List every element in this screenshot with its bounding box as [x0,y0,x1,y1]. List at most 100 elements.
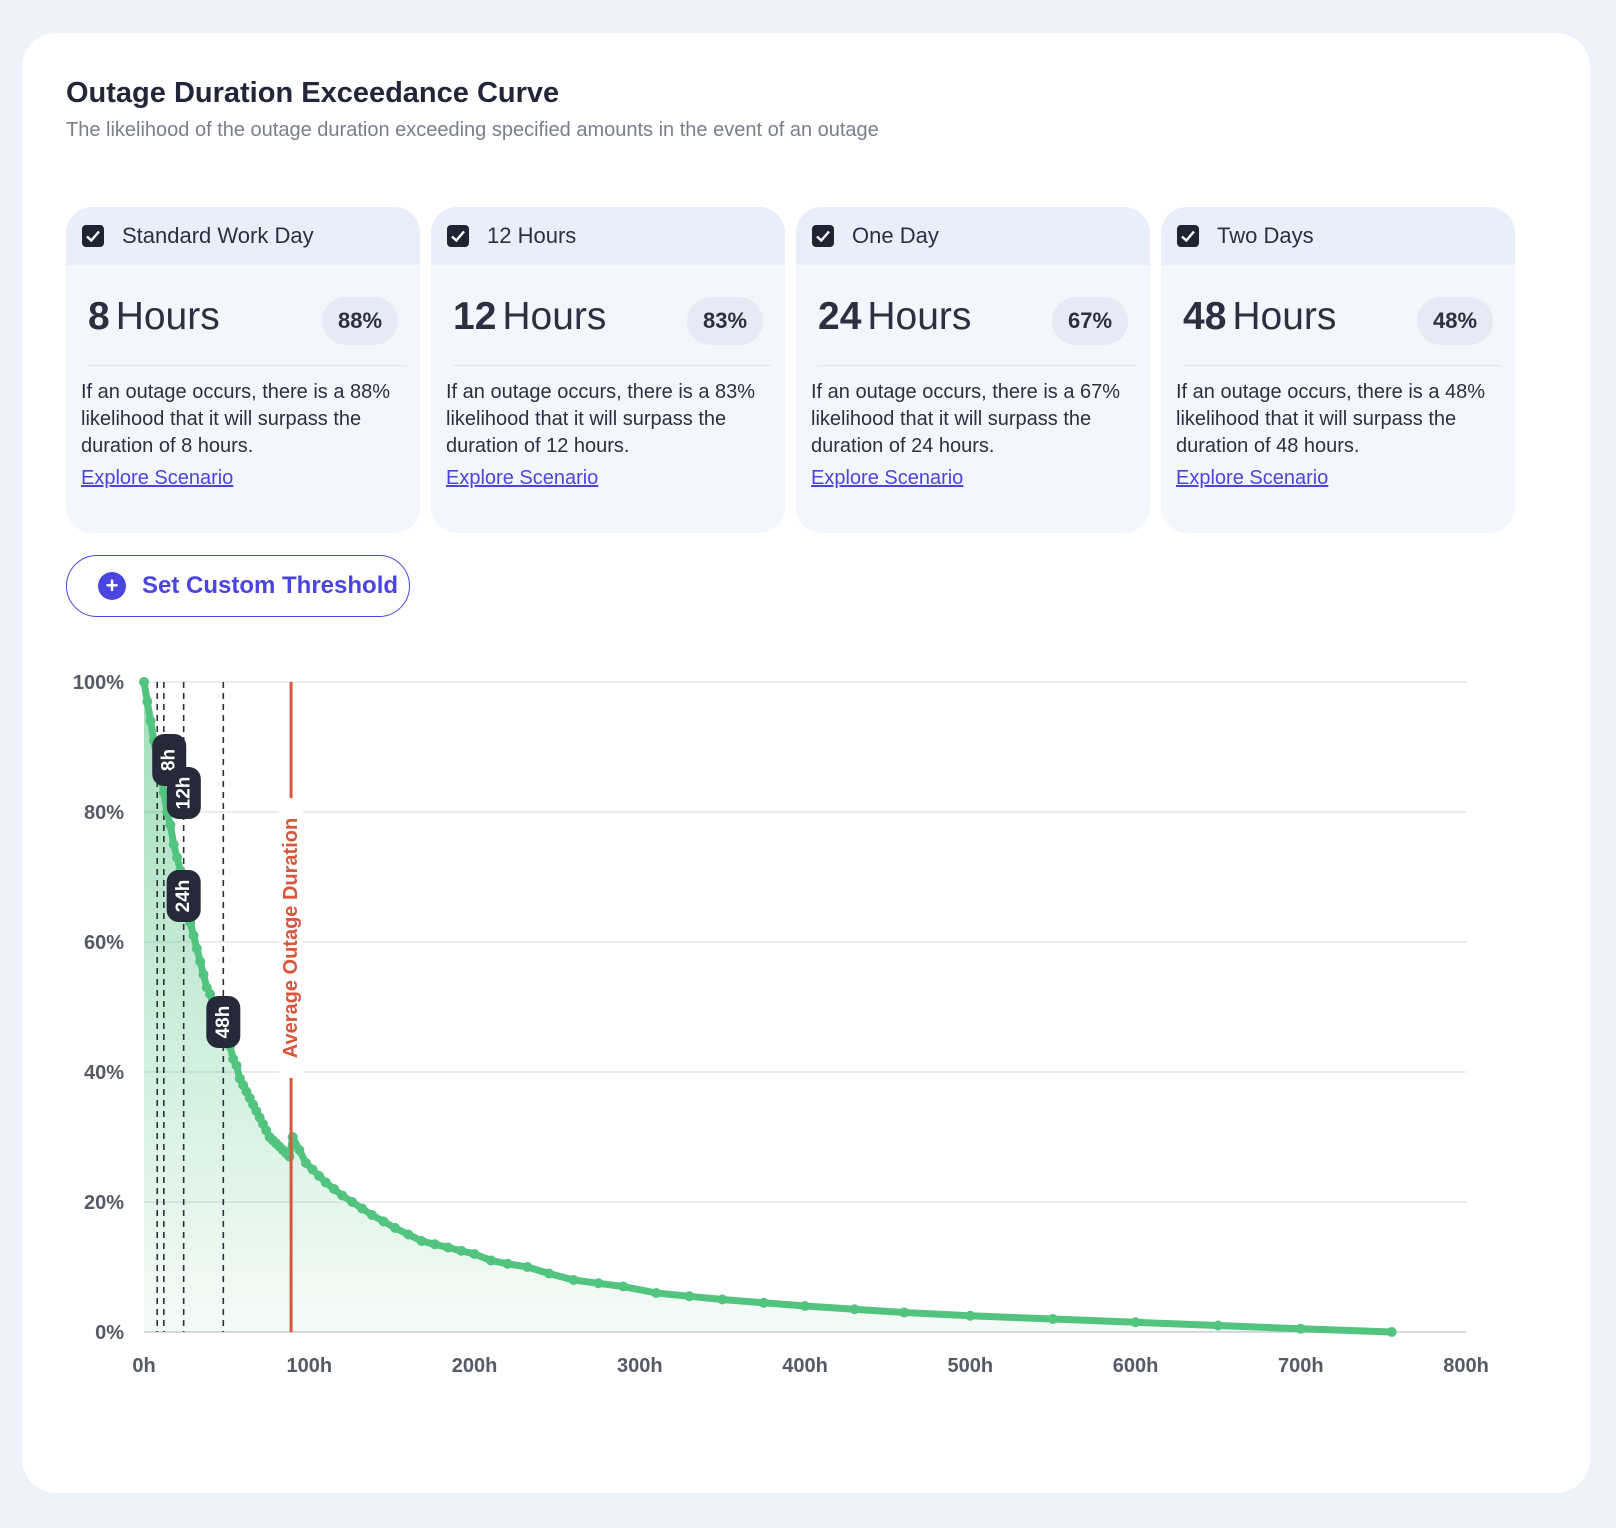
curve-point [618,1281,629,1292]
threshold-pill-label: 48h [213,1006,234,1039]
threshold-pill-label: 12h [173,777,194,810]
curve-point [188,930,199,941]
tile-checkbox[interactable] [812,225,834,247]
checkmark-icon [451,230,465,243]
curve-point [469,1249,480,1259]
tile-duration-number: 48 [1183,295,1227,338]
explore-scenario-link[interactable]: Explore Scenario [811,467,964,489]
tile-percent-badge: 48% [1417,297,1493,345]
curve-point [145,716,156,726]
page-subtitle: The likelihood of the outage duration ex… [66,119,879,141]
threshold-label-pill: 12h [166,767,201,819]
threshold-tile: One Day 24 Hours 67% If an outage occurs,… [796,207,1150,533]
explore-scenario-link[interactable]: Explore Scenario [1176,467,1329,489]
curve-point [284,1151,295,1162]
threshold-tile: Standard Work Day 8 Hours 88% If an outag… [66,207,420,533]
threshold-pill-background [166,767,201,819]
x-tick-label: 600h [1113,1355,1159,1377]
checkmark-icon [86,230,100,243]
tile-duration-number: 24 [818,295,862,338]
threshold-pill-label: 8h [159,749,180,771]
curve-point [443,1242,454,1253]
x-tick-label: 300h [617,1355,663,1377]
tile-duration-unit: Hours [502,295,607,338]
curve-point [357,1203,368,1214]
tile-header: One Day [796,207,1150,265]
tile-label: 12 Hours [487,223,577,248]
threshold-tile: Two Days 48 Hours 48% If an outage occurs… [1161,207,1515,533]
tile-duration: 48 Hours [1183,295,1336,339]
x-tick-label: 400h [782,1355,828,1377]
set-custom-threshold-button[interactable]: + Set Custom Threshold [66,555,410,617]
tile-label: Two Days [1217,223,1314,248]
tile-duration: 8 Hours [88,295,220,339]
tile-description: If an outage occurs, there is a 88% like… [81,381,391,457]
curve-point [172,852,183,863]
x-tick-label: 200h [452,1355,498,1377]
tile-divider [453,365,771,366]
tile-description: If an outage occurs, there is a 48% like… [1176,381,1486,457]
tile-header: 12 Hours [431,207,785,265]
tile-duration-number: 12 [453,295,497,338]
y-tick-label: 100% [73,672,124,694]
curve-point [429,1239,440,1250]
average-marker: Average Outage Duration [279,682,304,1332]
tile-checkbox[interactable] [1177,225,1199,247]
tile-checkbox[interactable] [82,225,104,247]
tile-checkbox[interactable] [447,225,469,247]
curve-point [502,1258,513,1269]
curve-point [651,1288,662,1298]
y-tick-label: 0% [95,1322,124,1344]
y-tick-label: 80% [84,802,124,824]
curve-point [543,1268,554,1279]
curve-point [191,943,202,954]
curve-area [144,682,1392,1332]
curve-point [378,1216,389,1227]
exceedance-chart: Average Outage Duration 8h 12h 24h 48h 0% 20… [73,672,1489,1377]
tile-duration-unit: Hours [1232,295,1337,338]
tile-description: If an outage occurs, there is a 67% like… [811,381,1121,457]
set-custom-threshold-label: Set Custom Threshold [142,572,399,599]
y-tick-label: 60% [84,932,124,954]
curve-point [1213,1320,1224,1331]
curve-point [486,1255,497,1266]
threshold-tile: 12 Hours 12 Hours 83% If an outage occurs… [431,207,785,533]
curve-point [456,1245,467,1256]
tile-header: Standard Work Day [66,207,420,265]
tile-duration-unit: Hours [867,295,972,338]
curve-point [684,1291,695,1302]
threshold-label-pill: 48h [206,996,241,1048]
threshold-tiles: Standard Work Day 8 Hours 88% If an outag… [66,207,1548,533]
curve-point [139,677,149,687]
curve-point [198,969,209,980]
curve-point [205,989,216,999]
curve-point [416,1236,427,1246]
tile-percent-badge: 83% [687,297,763,345]
curve-point [522,1262,533,1272]
curve-point [367,1210,378,1220]
curve-point [1295,1323,1306,1334]
threshold-labels: 8h 12h 24h 48h [152,734,241,1048]
curve-point [168,839,179,850]
curve-point [307,1164,318,1175]
curve-point [287,1132,298,1142]
y-tick-label: 20% [84,1192,124,1214]
explore-scenario-link[interactable]: Explore Scenario [81,467,234,489]
y-tick-label: 40% [84,1062,124,1084]
curve-point [1386,1327,1397,1337]
curve-point [294,1145,305,1155]
tile-duration-number: 8 [88,295,110,338]
tile-description: If an outage occurs, there is a 83% like… [446,381,756,457]
tile-percent-badge: 67% [1052,297,1128,345]
tile-duration-unit: Hours [115,295,220,338]
x-tick-label: 800h [1443,1355,1489,1377]
curve-point [403,1229,414,1240]
curve-point [899,1307,910,1318]
average-label: Average Outage Duration [280,818,302,1058]
chart-card: Outage Duration Exceedance Curve The lik… [22,33,1590,1493]
curve-point [300,1158,311,1168]
curve-point [390,1223,401,1233]
explore-scenario-link[interactable]: Explore Scenario [446,467,599,489]
tile-label: One Day [852,223,939,248]
page-title: Outage Duration Exceedance Curve [66,77,560,109]
